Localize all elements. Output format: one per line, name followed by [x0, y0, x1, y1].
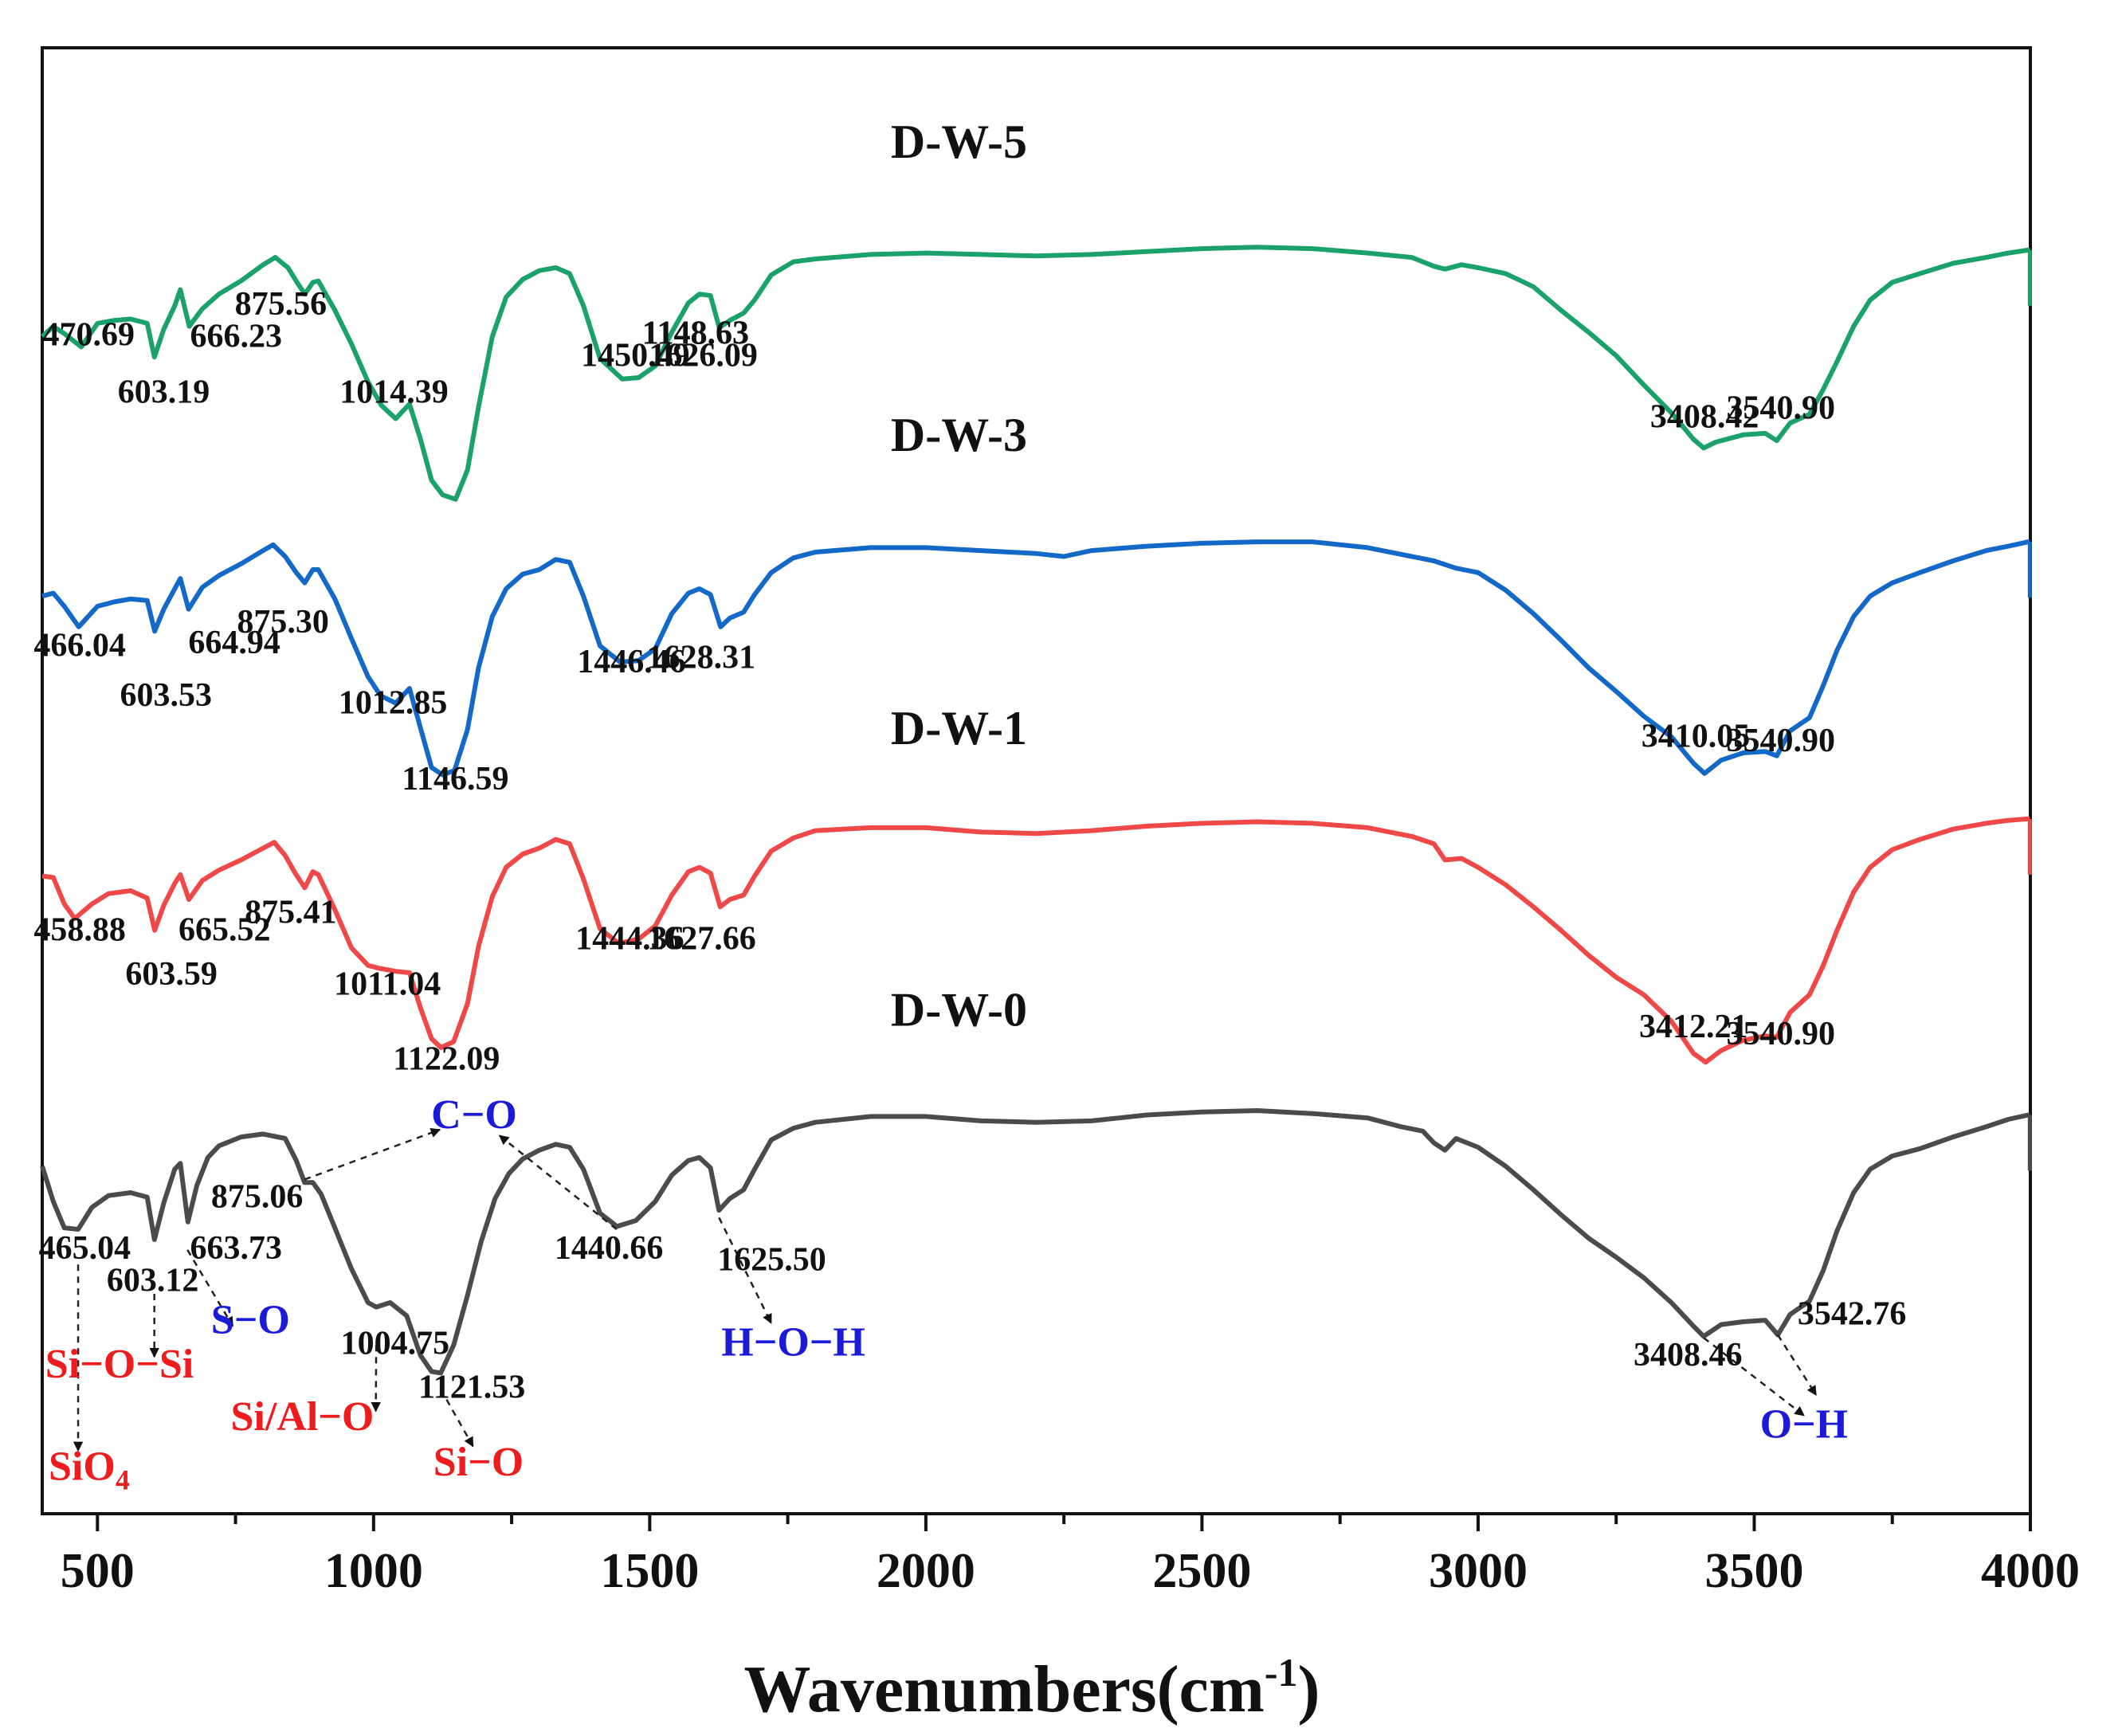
- x-tick-label: 1500: [600, 1544, 699, 1598]
- peak-label: 3408.42: [1650, 399, 1759, 436]
- plot-frame: [41, 46, 2032, 1515]
- peak-label: 1440.66: [555, 1230, 664, 1267]
- peak-label: 664.94: [188, 625, 280, 661]
- peak-label: 1627.66: [647, 921, 756, 958]
- peak-label: 875.56: [235, 286, 328, 323]
- peak-label: 1011.04: [334, 966, 441, 1003]
- x-tick-label: 2000: [877, 1544, 975, 1598]
- peak-label: 3542.76: [1798, 1296, 1907, 1333]
- peak-label: 875.06: [211, 1178, 304, 1215]
- peak-label: 465.04: [39, 1230, 131, 1267]
- annotation-arrow: [498, 1134, 618, 1231]
- peak-label: 603.59: [125, 956, 218, 993]
- peak-label: 458.88: [33, 912, 126, 949]
- peak-label: 1121.53: [418, 1370, 525, 1406]
- series-layer: D-W-5 D-W-3 D-W-1 D-W-0: [40, 116, 2032, 1376]
- x-tick-label: 3500: [1704, 1544, 1803, 1598]
- peak-label: 1450.49: [581, 337, 690, 374]
- peak-label: 3540.90: [1726, 1016, 1835, 1052]
- peak-label: 1122.09: [393, 1040, 500, 1077]
- peak-label: 1146.59: [402, 761, 508, 797]
- peak-label: 3408.46: [1634, 1337, 1743, 1374]
- peak-label: 875.41: [245, 894, 337, 931]
- peak-label: 665.52: [178, 912, 271, 949]
- series-line-d-w-0: [40, 1108, 2031, 1376]
- series-line-d-w-5: [40, 245, 2031, 502]
- x-tick-label: 1000: [324, 1544, 423, 1598]
- peak-label: 1446.46: [577, 644, 686, 680]
- peak-label: 1148.63: [642, 315, 749, 352]
- series-line-d-w-3: [41, 539, 2031, 778]
- x-axis-title: Wavenumbers(cm-1): [744, 1650, 1320, 1726]
- assignment-label: H−O−H: [721, 1319, 865, 1365]
- peak-label: 470.69: [42, 317, 135, 354]
- peak-label: 663.73: [190, 1230, 283, 1267]
- series-name-label: D-W-3: [891, 409, 1027, 461]
- peak-label: 1628.31: [647, 639, 756, 676]
- assignment-layer: SiO4 Si−O−Si S−O Si/Al−O Si−O C−O H−O−H O−H: [45, 1092, 1848, 1496]
- peak-label: 603.12: [107, 1262, 199, 1299]
- peak-label: 1004.75: [341, 1325, 450, 1362]
- assignment-label: Si/Al−O: [230, 1394, 374, 1440]
- series-name-label: D-W-1: [891, 702, 1027, 754]
- assignment-label: Si−O: [433, 1440, 524, 1485]
- assignment-label: SiO4: [49, 1444, 130, 1496]
- assignment-label: O−H: [1760, 1401, 1849, 1447]
- annotation-arrow: [718, 1217, 772, 1324]
- peak-label: 1014.39: [339, 374, 449, 410]
- x-tick-label: 500: [61, 1544, 135, 1598]
- leader-layer: [73, 1127, 1818, 1452]
- x-tick-label: 2500: [1152, 1544, 1251, 1598]
- peak-label: 1625.50: [717, 1242, 826, 1279]
- series-line-d-w-1: [41, 816, 2031, 1065]
- peak-label: 1626.09: [649, 337, 758, 374]
- peak-label: 3540.90: [1726, 723, 1835, 759]
- assignment-label: S−O: [211, 1298, 290, 1343]
- peak-label: 466.04: [33, 628, 126, 664]
- peak-label: 666.23: [190, 318, 283, 355]
- annotation-arrow: [1703, 1337, 1805, 1417]
- assignment-label: C−O: [431, 1092, 517, 1138]
- peak-label: 1444.36: [575, 921, 684, 958]
- annotation-arrow: [304, 1127, 441, 1181]
- peak-label: 1148.63: [642, 315, 749, 352]
- peak-label: 603.19: [118, 374, 210, 410]
- assignment-label: Si−O−Si: [45, 1342, 194, 1387]
- x-tick-label: 4000: [1981, 1544, 2080, 1598]
- peak-label: 3412.21: [1639, 1009, 1748, 1045]
- peak-label: 3540.90: [1726, 390, 1835, 427]
- peak-label: 1012.85: [339, 684, 448, 721]
- annotation-arrow: [186, 1249, 234, 1327]
- series-name-label: D-W-5: [891, 116, 1027, 168]
- x-axis: 500 1000 1500 2000 2500 3000 3500 4000: [61, 1514, 2080, 1598]
- x-tick-label: 3000: [1429, 1544, 1528, 1598]
- annotation-arrow: [1777, 1334, 1818, 1397]
- series-name-label: D-W-0: [891, 983, 1027, 1036]
- peak-label: 875.30: [237, 604, 329, 641]
- peak-label: 603.53: [120, 677, 212, 714]
- peak-label: 3410.05: [1642, 719, 1751, 755]
